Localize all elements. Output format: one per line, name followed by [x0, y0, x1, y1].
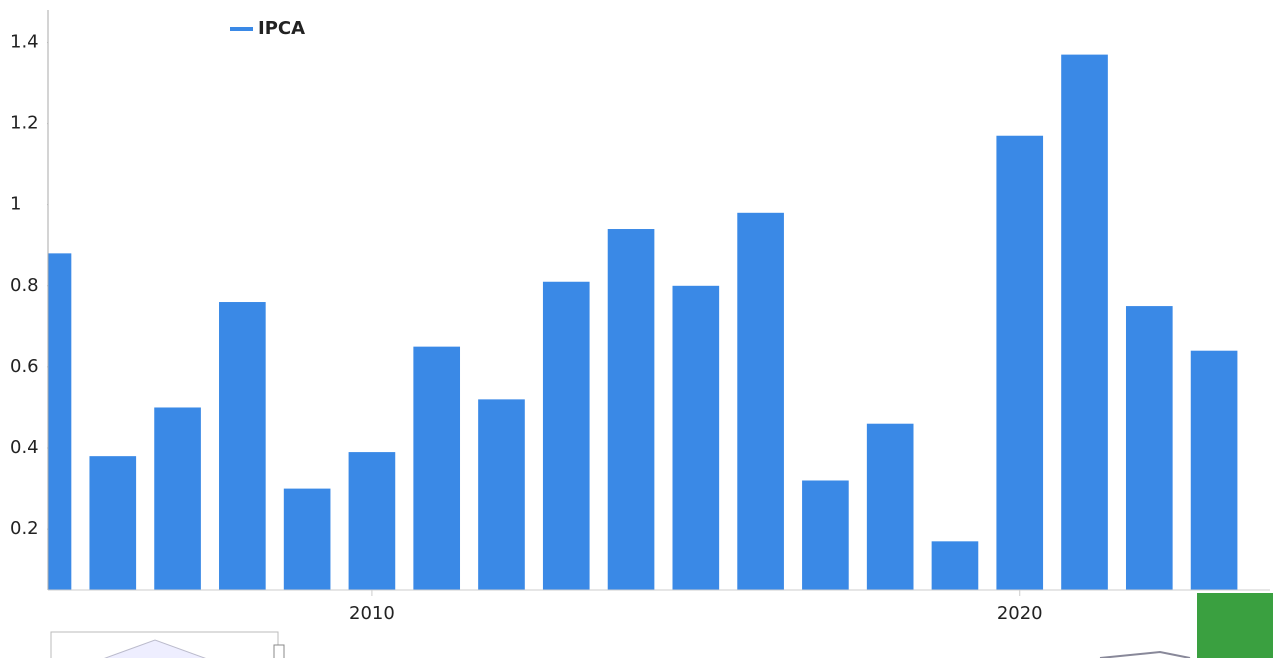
- bar: [219, 302, 266, 590]
- navigator-handle[interactable]: [273, 644, 285, 662]
- bar: [48, 253, 72, 590]
- y-tick-label: 0.4: [10, 437, 39, 458]
- navigator-series: [1099, 650, 1191, 659]
- bar: [413, 346, 461, 590]
- bar: [1125, 306, 1173, 590]
- y-tick-label: 1: [10, 194, 21, 215]
- bar: [89, 456, 137, 590]
- y-tick-label: 0.2: [10, 518, 39, 539]
- y-tick-label: 0.8: [10, 275, 39, 296]
- bar: [672, 285, 720, 590]
- logo: [1197, 593, 1273, 658]
- bar: [802, 480, 849, 590]
- navigator-series: [99, 639, 211, 661]
- bar: [348, 452, 396, 590]
- bar: [542, 281, 590, 590]
- bar: [931, 541, 979, 590]
- bar: [866, 423, 914, 590]
- legend-label[interactable]: IPCA: [258, 18, 305, 39]
- x-tick-label: 2010: [349, 603, 395, 624]
- bar: [607, 229, 655, 590]
- bar: [1061, 54, 1108, 590]
- bar: [154, 407, 201, 590]
- y-tick-label: 1.4: [10, 31, 39, 52]
- bar: [1190, 350, 1238, 590]
- x-tick-label: 2020: [997, 603, 1043, 624]
- bar: [283, 488, 331, 590]
- y-tick-label: 0.6: [10, 356, 39, 377]
- bar: [737, 212, 784, 590]
- y-tick-label: 1.2: [10, 113, 39, 134]
- bar: [478, 399, 525, 590]
- bar: [996, 135, 1044, 590]
